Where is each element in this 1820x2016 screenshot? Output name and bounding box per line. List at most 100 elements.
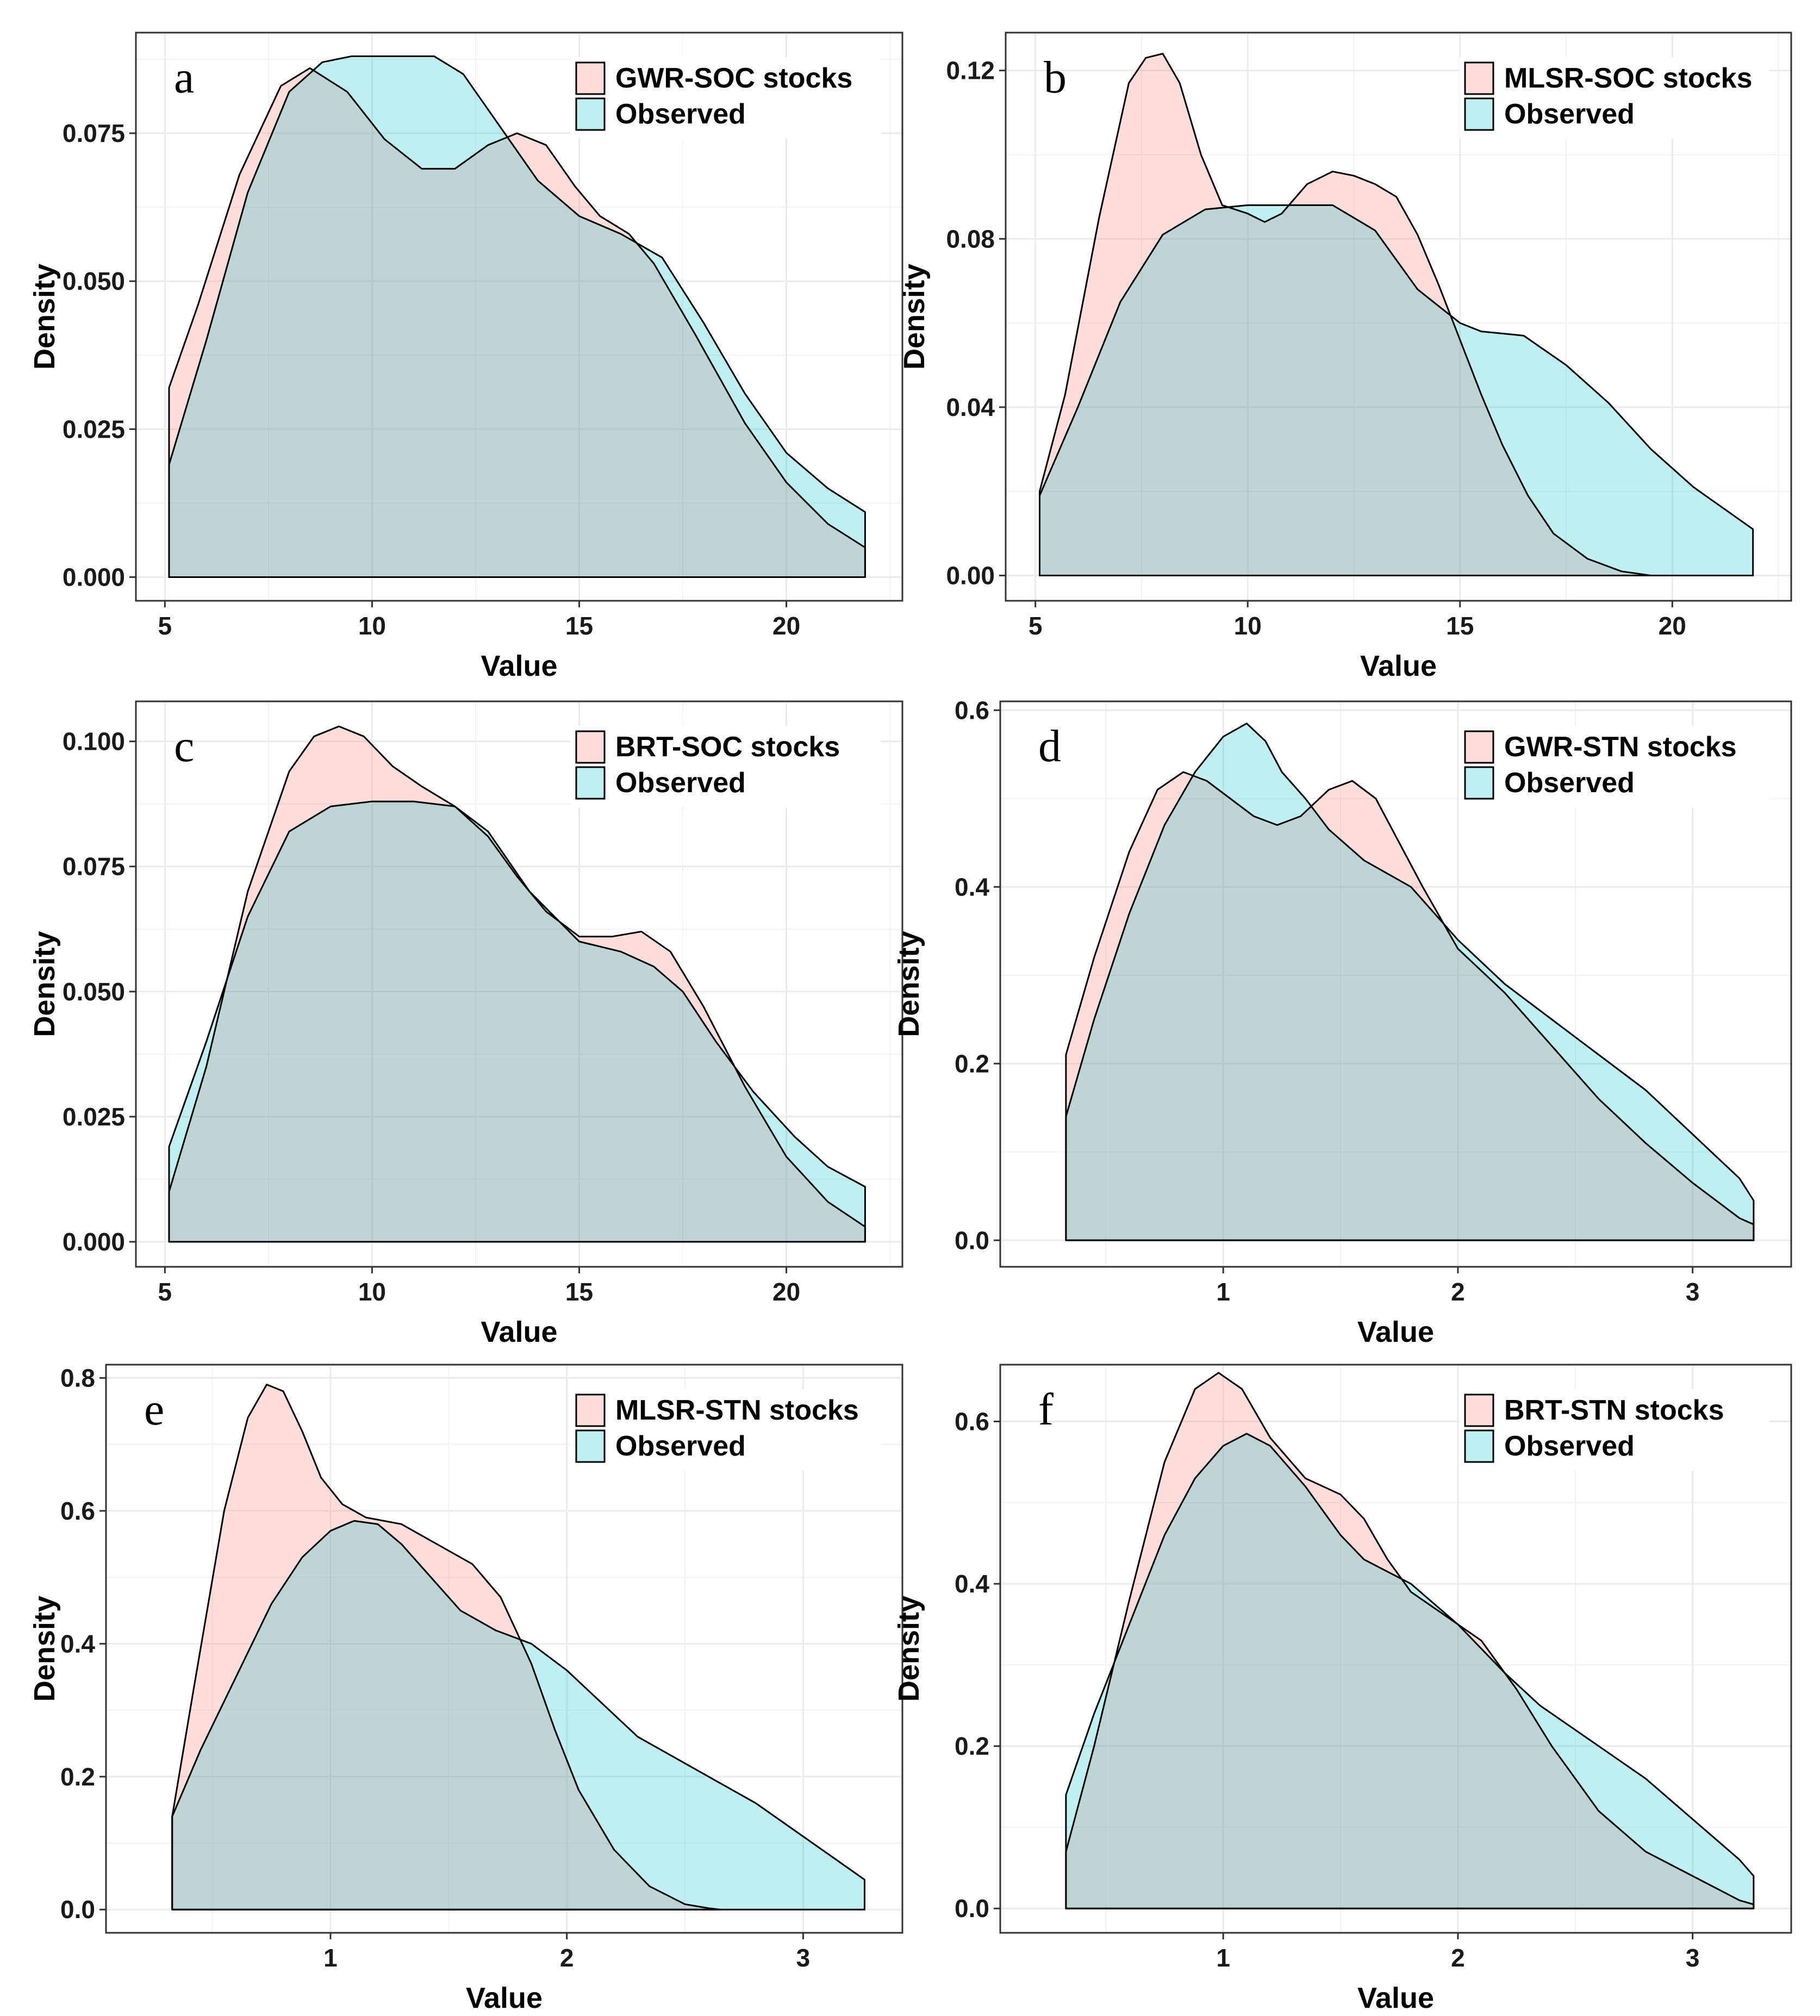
y-tick-label: 0.6 [955,1408,989,1436]
legend-key-model [575,1393,606,1427]
legend-label: BRT-STN stocks [1504,1395,1724,1426]
legend-key-observed [575,1429,606,1463]
legend-key-model [1464,61,1494,95]
legend-label: Observed [615,1430,746,1462]
legend-background [1460,57,1769,139]
density-area-observed [169,56,865,577]
x-tick-label: 3 [1686,1278,1700,1306]
x-tick-label: 2 [1451,1944,1465,1972]
density-outline-model [171,1384,721,1911]
legend-key-observed [1464,766,1494,800]
panel-border [105,1364,903,1934]
x-tick-label: 2 [560,1944,574,1972]
x-tick-label: 3 [796,1944,811,1972]
density-outline-observed [1065,1433,1755,1909]
density-area-model [169,68,865,577]
x-axis-label: Value [481,650,557,682]
panel-f: 1 2 3 0.0 0.2 0.4 0.6 Value Density f BRT-STN stoc… [893,1364,1792,2014]
legend-background [571,1389,881,1471]
y-tick-label: 0.4 [60,1629,95,1658]
x-tick-label: 15 [1446,612,1474,640]
legend-key-model [575,61,606,95]
y-tick-label: 0.0 [60,1895,95,1924]
y-tick-label: 0.025 [63,1103,125,1131]
panel-letter: f [1038,1384,1054,1435]
legend-key-observed [1464,97,1494,131]
y-axis-label: Density [893,931,925,1037]
y-tick-label: 0.12 [946,57,995,85]
y-tick-label: 0.8 [60,1364,95,1392]
y-axis-label: Density [28,264,61,370]
legend-label: Observed [1504,98,1635,130]
density-outline-model [1065,1372,1755,1909]
legend: MLSR-STN stocks Observed [571,1389,881,1471]
y-tick-label: 0.0 [955,1894,989,1922]
y-axis-label: Density [893,1596,925,1702]
density-area-observed [169,801,865,1242]
legend-label: MLSR-SOC stocks [1504,63,1753,94]
density-outline-observed [1065,723,1755,1241]
x-axis-label: Value [1357,1316,1434,1348]
density-area-model [1039,53,1668,576]
panel-e: 1 2 3 0.0 0.2 0.4 0.6 0.8 Value Density e MLSR-STN … [28,1364,903,2014]
panel-letter: e [144,1384,164,1435]
y-tick-label: 0.075 [63,853,125,881]
y-tick-label: 0.2 [60,1763,95,1791]
density-area-model [1065,1372,1754,1909]
panel-border [999,700,1792,1268]
legend-key-observed [1464,1429,1494,1463]
x-tick-label: 5 [1029,612,1043,640]
y-tick-label: 0.000 [63,1228,125,1256]
panel-border [135,32,903,602]
legend-label: MLSR-STN stocks [615,1395,859,1426]
y-tick-label: 0.4 [955,1570,989,1598]
legend-label: GWR-SOC stocks [615,63,852,94]
x-tick-label: 20 [772,612,800,640]
x-tick-label: 10 [358,612,386,640]
x-tick-label: 1 [1216,1944,1230,1972]
legend-label: GWR-STN stocks [1504,731,1737,763]
x-tick-label: 1 [1216,1278,1230,1306]
density-area-observed [1065,1433,1754,1909]
y-tick-label: 0.6 [955,696,989,724]
density-outline-observed [168,55,866,578]
density-area-model [1065,772,1754,1241]
legend-label: Observed [1504,1430,1635,1462]
y-tick-label: 0.04 [946,393,995,421]
x-tick-label: 1 [323,1944,338,1972]
legend-background [571,726,881,807]
panel-b: 5 10 15 20 0.00 0.04 0.08 0.12 Value Density b MLSR… [898,32,1792,682]
panel-letter: a [174,52,194,103]
panel-a: 5 10 15 20 0.000 0.025 0.050 0.075 Value Density a… [28,32,903,682]
density-outline-observed [1038,204,1754,577]
y-tick-label: 0.0 [955,1226,989,1254]
y-axis-label: Density [28,931,61,1037]
legend: BRT-STN stocks Observed [1460,1389,1769,1471]
density-outline-model [168,67,866,578]
legend-label: Observed [615,98,746,130]
y-tick-label: 0.08 [946,225,995,253]
panel-border [999,1364,1792,1934]
y-tick-label: 0.2 [955,1049,989,1078]
y-tick-label: 0.075 [63,119,125,147]
y-tick-label: 0.2 [955,1732,989,1760]
x-tick-label: 15 [565,1278,593,1306]
y-tick-label: 0.6 [60,1497,95,1525]
y-tick-label: 0.050 [63,267,125,295]
density-area-model [169,726,865,1242]
x-tick-label: 5 [158,612,172,640]
x-tick-label: 2 [1451,1278,1465,1306]
y-tick-label: 0.4 [955,873,989,901]
legend-key-observed [575,766,606,800]
y-axis-label: Density [28,1596,61,1702]
legend: MLSR-SOC stocks Observed [1460,57,1769,139]
legend-label: Observed [1504,767,1635,799]
legend-label: BRT-SOC stocks [615,731,840,763]
x-tick-label: 5 [158,1278,172,1306]
density-outline-model [1065,771,1755,1241]
panel-letter: d [1038,721,1061,771]
density-area-observed [1039,205,1753,576]
legend-background [571,57,881,139]
x-tick-label: 10 [358,1278,386,1306]
